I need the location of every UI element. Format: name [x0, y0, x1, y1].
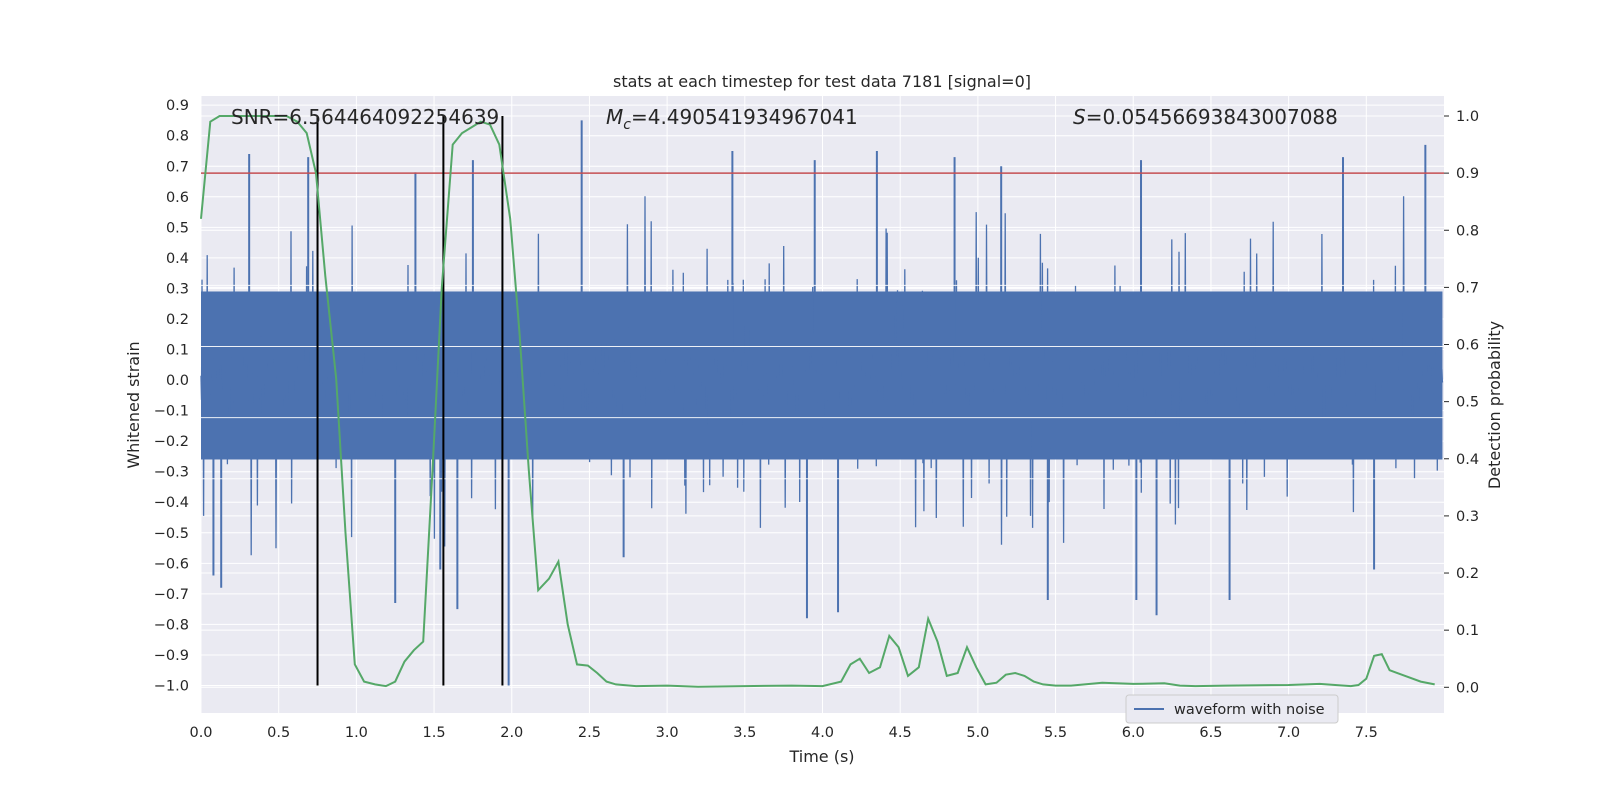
y2-tick-label: 0.2 [1456, 566, 1479, 582]
x-tick-label: 7.0 [1277, 725, 1300, 741]
snr-annotation: SNR=6.564464092254639 [231, 105, 499, 129]
y2-tick-label: 0.0 [1456, 680, 1479, 696]
x-tick-label: 4.5 [889, 725, 912, 741]
y-tick-label: 0.2 [166, 312, 189, 328]
y-tick-label: −0.7 [154, 587, 189, 603]
y-tick-label: −0.2 [154, 434, 189, 450]
y-tick-label: 0.6 [166, 190, 189, 206]
probability-series [200, 115, 1435, 688]
waveform-series [200, 120, 1444, 686]
score-annotation: S=0.05456693843007088 [1073, 105, 1338, 129]
legend-entry: waveform with noise [1174, 702, 1325, 718]
y-tick-label: 0.3 [166, 281, 189, 297]
y-tick-label: 0.0 [166, 373, 189, 389]
y2-tick-label: 0.4 [1456, 452, 1479, 468]
y-tick-label: −0.6 [154, 556, 189, 572]
y-tick-label: 0.8 [166, 129, 189, 145]
y-tick-label: −1.0 [154, 679, 189, 695]
x-tick-label: 0.0 [189, 725, 212, 741]
mc-value: =4.490541934967041 [631, 105, 858, 129]
y-tick-label: −0.3 [154, 465, 189, 481]
y2-tick-label: 0.6 [1456, 338, 1479, 354]
y-axis-label: Whitened strain [124, 341, 143, 468]
s-symbol: S [1073, 105, 1086, 129]
x-axis-label: Time (s) [788, 747, 854, 766]
legend: waveform with noise [1125, 694, 1339, 724]
mc-subscript: c [623, 117, 631, 133]
x-tick-label: 2.5 [578, 725, 601, 741]
y-tick-label: −0.4 [154, 495, 189, 511]
y-tick-label: −0.9 [154, 648, 189, 664]
mc-symbol: M [606, 105, 623, 129]
y-tick-label: 0.5 [166, 220, 189, 236]
x-tick-label: 7.5 [1355, 725, 1378, 741]
x-tick-label: 1.5 [423, 725, 446, 741]
event-lines [316, 115, 504, 686]
x-tick-label: 6.5 [1199, 725, 1222, 741]
y-tick-label: 0.9 [166, 98, 189, 114]
legend-box [1125, 694, 1339, 724]
y-tick-label: −0.1 [154, 404, 189, 420]
probability-line [200, 115, 1435, 688]
y-tick-label: −0.8 [154, 617, 189, 633]
x-tick-label: 5.0 [966, 725, 989, 741]
chirp-mass-annotation: Mc=4.490541934967041 [606, 105, 858, 133]
y2-tick-label: 0.1 [1456, 623, 1479, 639]
y2-axis-label: Detection probability [1485, 321, 1504, 489]
x-tick-label: 2.0 [500, 725, 523, 741]
y-tick-label: 0.1 [166, 343, 189, 359]
y-tick-label: 0.4 [166, 251, 189, 267]
y-tick-label: 0.7 [166, 159, 189, 175]
x-tick-label: 3.0 [656, 725, 679, 741]
y2-tick-label: 1.0 [1456, 109, 1479, 125]
x-tick-label: 3.5 [733, 725, 756, 741]
y2-tick-label: 0.5 [1456, 395, 1479, 411]
x-tick-label: 6.0 [1122, 725, 1145, 741]
x-tick-label: 1.0 [345, 725, 368, 741]
axes: 0.0 0.5 1.0 1.5 2.0 2.5 3.0 3.5 4.0 4.5 5.0 5.5 6.0 6… [154, 98, 1479, 741]
y2-tick-label: 0.3 [1456, 509, 1479, 525]
x-tick-label: 4.0 [811, 725, 834, 741]
chart-title: stats at each timestep for test data 718… [613, 72, 1031, 91]
x-tick-label: 0.5 [267, 725, 290, 741]
x-tick-label: 5.5 [1044, 725, 1067, 741]
y2-tick-label: 0.8 [1456, 223, 1479, 239]
s-value: =0.05456693843007088 [1086, 105, 1338, 129]
y-tick-label: −0.5 [154, 526, 189, 542]
y2-tick-label: 0.7 [1456, 280, 1479, 296]
y2-tick-label: 0.9 [1456, 166, 1479, 182]
